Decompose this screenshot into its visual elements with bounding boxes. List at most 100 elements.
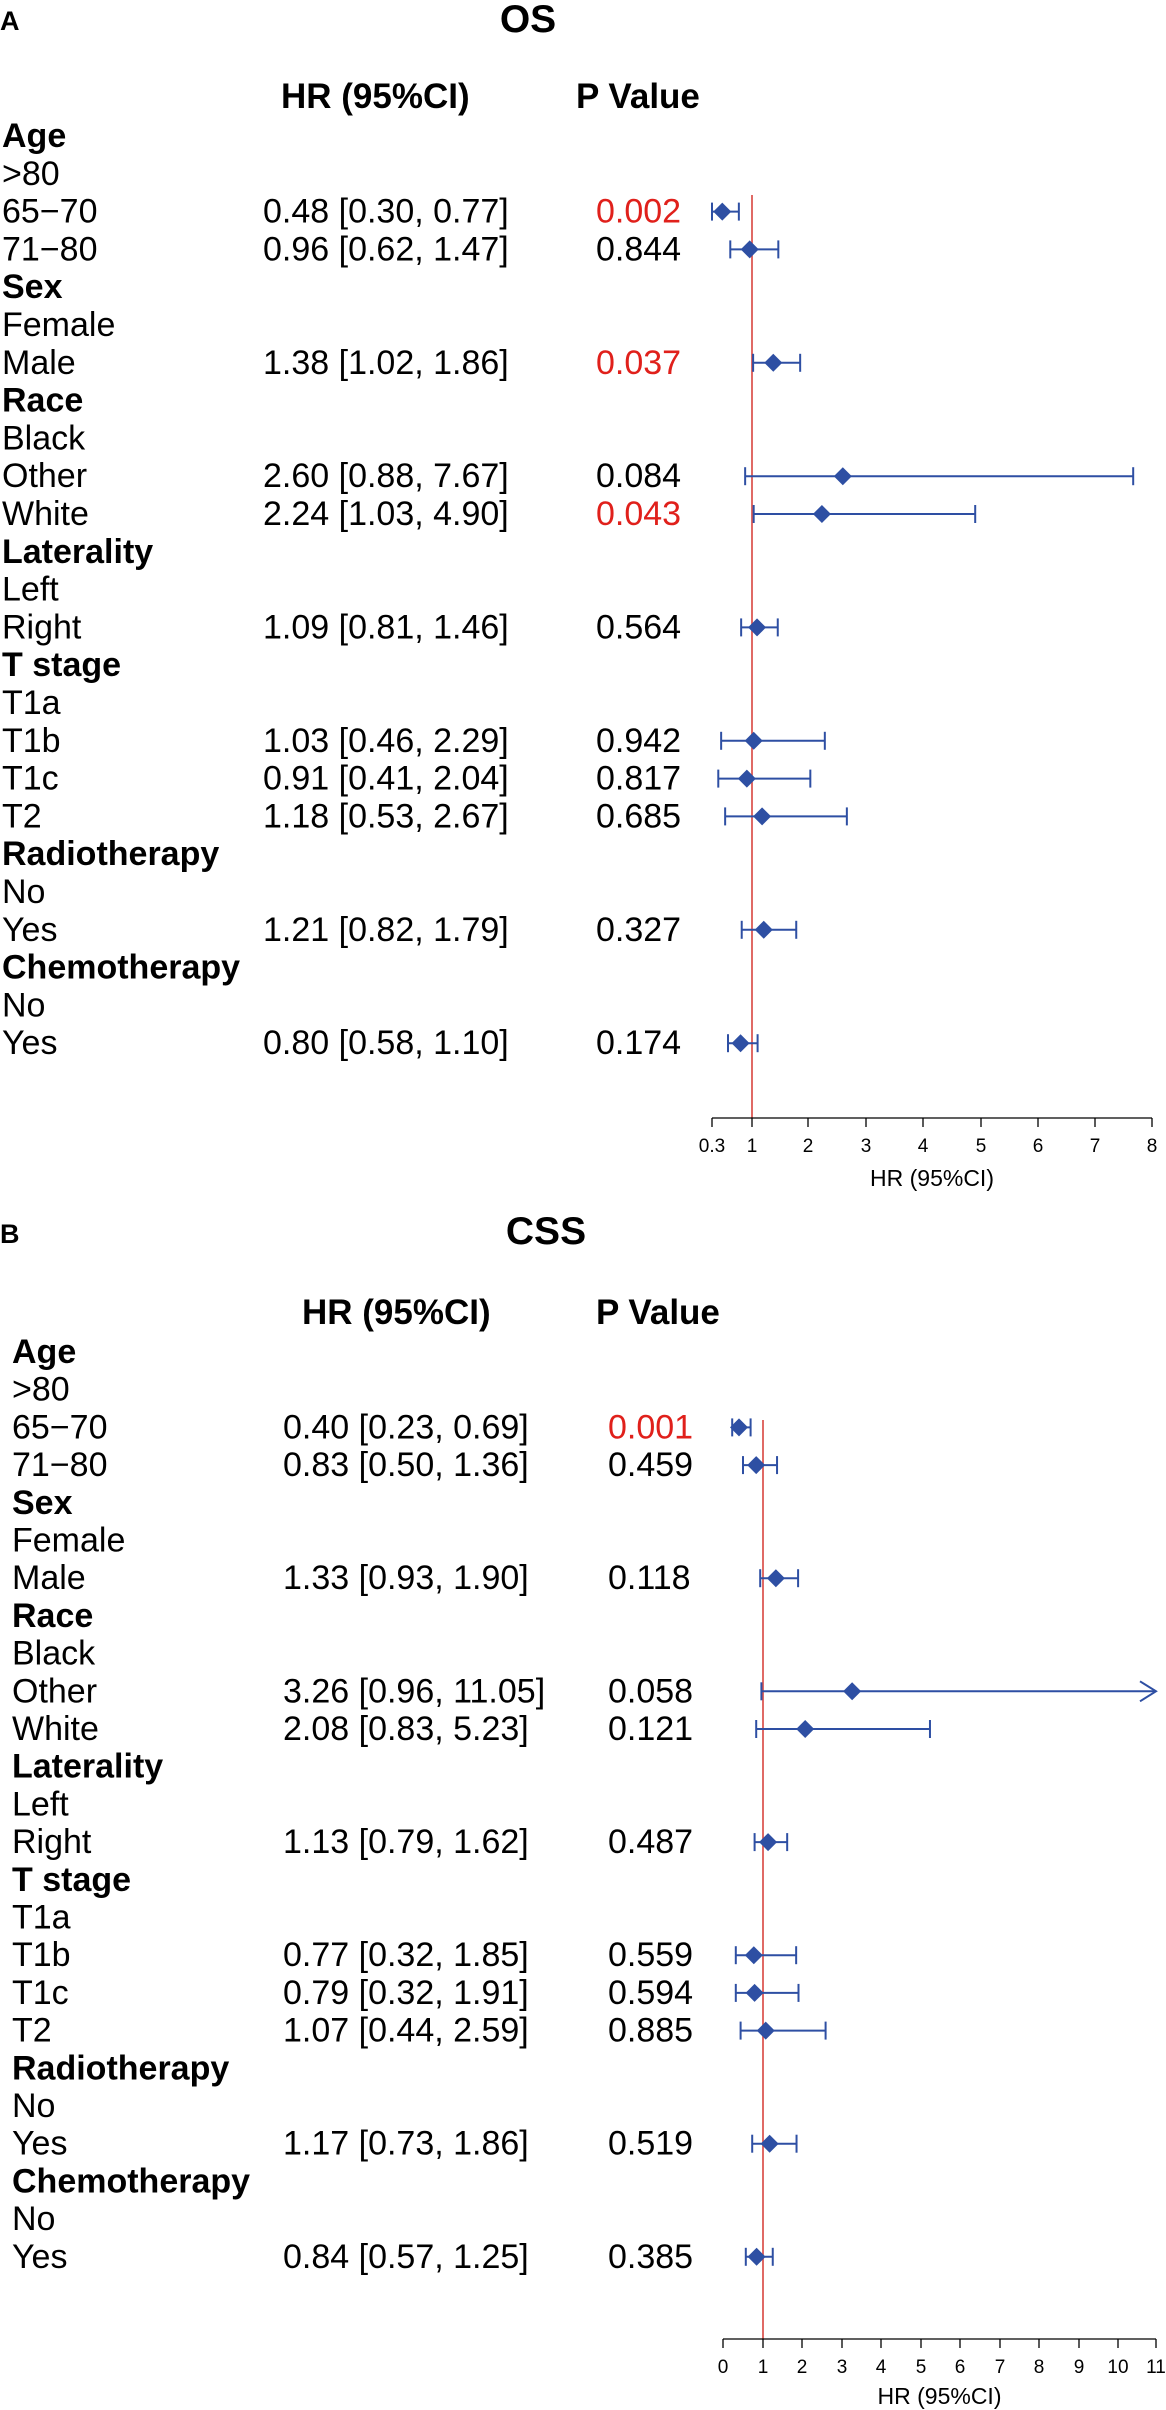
reference-level-label: Left xyxy=(12,1785,69,1823)
panel-b-title: CSS xyxy=(506,1210,586,1253)
p-value: 0.043 xyxy=(596,495,681,533)
row-label: Male xyxy=(2,344,76,382)
hr-point-marker xyxy=(744,731,763,750)
row-label: T1c xyxy=(12,1974,69,2012)
reference-level-label: T1a xyxy=(2,684,61,722)
row-label: Yes xyxy=(12,2125,67,2163)
x-tick-label: 9 xyxy=(1074,2357,1085,2378)
row-label: Yes xyxy=(12,2238,67,2276)
group-header: Race xyxy=(12,1597,93,1635)
x-axis-title: HR (95%CI) xyxy=(878,2383,1002,2409)
hr-ci-text: 1.17 [0.73, 1.86] xyxy=(283,2125,529,2163)
hr-point-marker xyxy=(713,202,732,221)
hr-ci-text: 1.18 [0.53, 2.67] xyxy=(263,797,509,835)
reference-level-label: Left xyxy=(2,571,59,609)
p-value-column-header: P Value xyxy=(576,77,700,116)
hr-point-marker xyxy=(760,2134,779,2153)
reference-level-label: Black xyxy=(2,419,86,457)
p-value: 0.058 xyxy=(608,1672,693,1710)
x-tick-label: 5 xyxy=(916,2357,927,2378)
hr-point-marker xyxy=(745,1983,764,2002)
hr-point-marker xyxy=(744,1946,763,1965)
row-label: Other xyxy=(12,1672,97,1710)
hr-point-marker xyxy=(843,1682,862,1701)
row-label: T1b xyxy=(12,1936,71,1974)
hr-ci-text: 0.80 [0.58, 1.10] xyxy=(263,1024,509,1062)
reference-level-label: No xyxy=(2,986,45,1024)
p-value: 0.037 xyxy=(596,344,681,382)
p-value: 0.385 xyxy=(608,2238,693,2276)
hr-point-marker xyxy=(748,618,767,637)
p-value: 0.942 xyxy=(596,722,681,760)
p-value: 0.084 xyxy=(596,457,681,495)
row-label: T1b xyxy=(2,722,61,760)
row-label: 71−80 xyxy=(12,1446,108,1484)
hr-point-marker xyxy=(812,505,831,523)
hr-ci-text: 1.13 [0.79, 1.62] xyxy=(283,1823,529,1861)
hr-ci-text: 0.48 [0.30, 0.77] xyxy=(263,193,509,231)
p-value: 0.459 xyxy=(608,1446,693,1484)
p-value: 0.559 xyxy=(608,1936,693,1974)
hr-point-marker xyxy=(737,769,756,788)
p-value: 0.817 xyxy=(596,760,681,798)
p-value: 0.002 xyxy=(596,193,681,231)
p-value: 0.174 xyxy=(596,1024,681,1062)
panel-b-letter: B xyxy=(0,1219,20,1249)
reference-level-label: Female xyxy=(12,1522,125,1560)
hr-column-header: HR (95%CI) xyxy=(281,77,470,116)
reference-level-label: No xyxy=(12,2087,55,2125)
hr-point-marker xyxy=(747,1456,766,1475)
panel-a-letter: A xyxy=(0,6,20,36)
group-header: Chemotherapy xyxy=(12,2162,250,2200)
x-tick-label: 3 xyxy=(837,2357,848,2378)
x-tick-label: 0.3 xyxy=(699,1136,725,1157)
p-value: 0.685 xyxy=(596,797,681,835)
hr-ci-text: 2.08 [0.83, 5.23] xyxy=(283,1710,529,1748)
hr-point-marker xyxy=(754,920,773,939)
reference-level-label: Black xyxy=(12,1635,96,1673)
hr-column-header: HR (95%CI) xyxy=(302,1293,491,1332)
ci-arrow-right xyxy=(1139,1680,1158,1703)
x-tick-label: 8 xyxy=(1034,2357,1045,2378)
group-header: Age xyxy=(2,117,66,155)
p-value: 0.519 xyxy=(608,2125,693,2163)
hr-point-marker xyxy=(764,353,783,372)
group-header: Radiotherapy xyxy=(2,835,219,873)
x-tick-label: 3 xyxy=(861,1136,872,1157)
row-label: T1c xyxy=(2,760,59,798)
group-header: Laterality xyxy=(2,533,153,571)
hr-point-marker xyxy=(730,1418,748,1437)
x-tick-label: 6 xyxy=(955,2357,966,2378)
hr-ci-text: 2.24 [1.03, 4.90] xyxy=(263,495,509,533)
group-header: Radiotherapy xyxy=(12,2049,229,2087)
row-label: Yes xyxy=(2,1024,57,1062)
hr-point-marker xyxy=(753,807,772,826)
p-value: 0.844 xyxy=(596,230,681,268)
x-tick-label: 2 xyxy=(803,1136,814,1157)
row-label: T2 xyxy=(12,2012,52,2050)
p-value: 0.594 xyxy=(608,1974,693,2012)
x-tick-label: 7 xyxy=(995,2357,1006,2378)
hr-ci-text: 0.91 [0.41, 2.04] xyxy=(263,760,509,798)
group-header: Chemotherapy xyxy=(2,949,240,987)
group-header: Race xyxy=(2,382,83,420)
x-axis-title: HR (95%CI) xyxy=(870,1165,994,1191)
group-header: Age xyxy=(12,1333,76,1371)
group-header: T stage xyxy=(2,646,121,684)
x-tick-label: 0 xyxy=(718,2357,729,2378)
p-value: 0.885 xyxy=(608,2012,693,2050)
row-label: Yes xyxy=(2,911,57,949)
panel-a-title: OS xyxy=(500,0,556,41)
x-tick-label: 4 xyxy=(876,2357,887,2378)
p-value: 0.327 xyxy=(596,911,681,949)
group-header: Sex xyxy=(12,1484,73,1522)
hr-point-marker xyxy=(796,1720,815,1738)
p-value: 0.487 xyxy=(608,1823,693,1861)
hr-ci-text: 1.09 [0.81, 1.46] xyxy=(263,608,509,646)
hr-ci-text: 1.21 [0.82, 1.79] xyxy=(263,911,509,949)
x-tick-label: 1 xyxy=(747,1136,758,1157)
hr-point-marker xyxy=(756,2021,775,2040)
hr-point-marker xyxy=(747,2247,766,2266)
row-label: White xyxy=(12,1710,99,1748)
